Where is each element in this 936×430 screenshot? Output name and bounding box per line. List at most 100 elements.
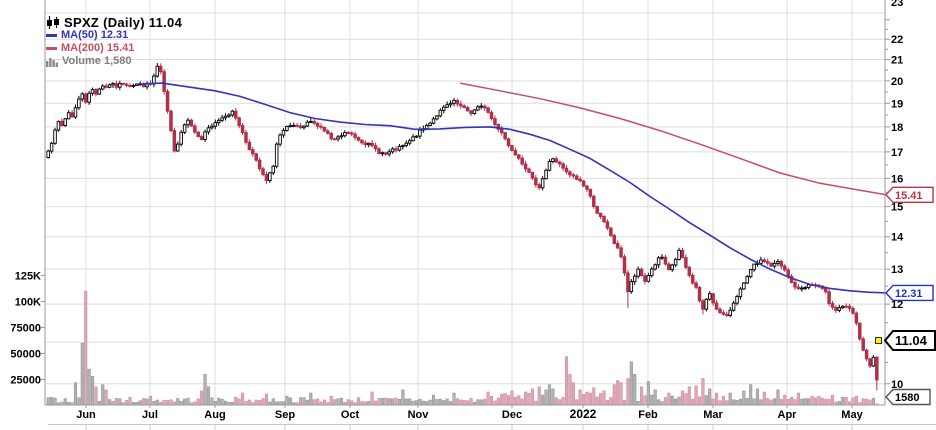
price-axis-label: 21 (891, 55, 903, 67)
price-axis-label: 10 (891, 379, 903, 391)
candle-body (189, 119, 194, 127)
candle-body (551, 158, 555, 162)
candle-body (602, 216, 606, 223)
month-axis-label: Oct (341, 409, 360, 421)
volume-bar (128, 397, 132, 406)
candlestick-icon (46, 16, 60, 29)
chart-legend: SPXZ (Daily) 11.04 MA(50) 12.31 MA(200) … (46, 16, 182, 68)
volume-bar (176, 398, 180, 406)
volume-bar (142, 398, 146, 406)
candle-body (844, 305, 848, 308)
price-axis-label: 22 (891, 34, 903, 46)
candle-body (547, 161, 552, 171)
volume-tag-text: 1580 (895, 392, 919, 404)
last-price-tag-text: 11.04 (895, 333, 928, 348)
volume-bar (445, 398, 449, 406)
volume-bar (80, 342, 84, 406)
volume-bar (377, 398, 381, 406)
volume-bar (408, 398, 412, 406)
candle-body (629, 281, 634, 293)
volume-axis-label: 75000 (10, 323, 41, 335)
candle-body (459, 103, 463, 107)
legend-ma50-row: MA(50) 12.31 (46, 29, 182, 42)
candle-body (864, 349, 869, 360)
volume-bar (339, 397, 344, 406)
candle-body (479, 105, 484, 108)
candle-body (186, 119, 190, 126)
candle-body (176, 143, 180, 152)
volume-bar (783, 394, 787, 406)
candle-body (499, 128, 504, 134)
candle-body (165, 91, 170, 112)
candle-body (793, 281, 797, 288)
candle-body (193, 125, 197, 133)
volume-bar (575, 399, 579, 406)
volume-bar (680, 390, 685, 406)
candle-body (455, 99, 460, 105)
volume-bar (322, 399, 326, 406)
volume-bar (462, 400, 466, 406)
candle-body (858, 322, 862, 340)
candle-body (223, 115, 228, 119)
candle-body (690, 274, 695, 284)
candle-body (107, 84, 112, 88)
volume-axis-label: 25000 (10, 375, 41, 387)
price-axis-label: 19 (891, 98, 903, 110)
candle-body (557, 161, 562, 165)
volume-bar (237, 398, 241, 406)
candle-body (442, 106, 446, 111)
candle-body (619, 247, 623, 258)
volume-bar (674, 398, 678, 406)
volume-bar (851, 397, 855, 406)
volume-bar (752, 398, 756, 406)
volume-bar (258, 400, 262, 406)
volume-bar (50, 397, 54, 406)
volume-bar (449, 401, 453, 406)
volume-bar (312, 399, 316, 406)
candle-body (90, 89, 95, 94)
volume-bar (489, 395, 494, 406)
candle-body (377, 148, 381, 155)
candle-body (278, 134, 282, 145)
volume-bar (810, 395, 814, 406)
volume-bar (469, 397, 473, 406)
candle-body (493, 118, 497, 125)
volume-bar (865, 399, 869, 406)
volume-bar (244, 401, 248, 406)
candle-body (486, 107, 490, 113)
volume-bar (503, 393, 507, 406)
volume-bar (732, 399, 736, 406)
candle-body (650, 268, 654, 277)
candle-body (363, 142, 368, 146)
candle-body (585, 185, 589, 190)
candle-body (632, 275, 637, 283)
candle-body (309, 120, 313, 123)
volume-bar (779, 399, 783, 406)
candle-body (694, 282, 698, 288)
candle-body (356, 136, 361, 141)
volume-axis-label: 125K (15, 271, 41, 283)
candle-body (472, 109, 477, 114)
volume-bar (841, 396, 845, 406)
volume-bar (486, 391, 490, 406)
candle-body (114, 83, 119, 88)
candle-body (346, 132, 351, 134)
candle-body (834, 306, 838, 311)
volume-bar (861, 398, 865, 406)
volume-bar (206, 386, 211, 406)
volume-bar (367, 401, 371, 406)
volume-bar (691, 398, 695, 406)
volume-bar (639, 386, 644, 406)
candle-body (660, 256, 664, 259)
month-axis-label: May (841, 409, 863, 421)
volume-bar (483, 398, 487, 406)
candle-body (60, 120, 64, 127)
candle-body (851, 307, 855, 314)
volume-tag (885, 388, 931, 406)
volume-bar (401, 389, 405, 406)
candle-body (373, 145, 378, 150)
volume-bar (442, 400, 446, 406)
volume-bar (820, 397, 824, 406)
volume-bar (711, 398, 715, 406)
